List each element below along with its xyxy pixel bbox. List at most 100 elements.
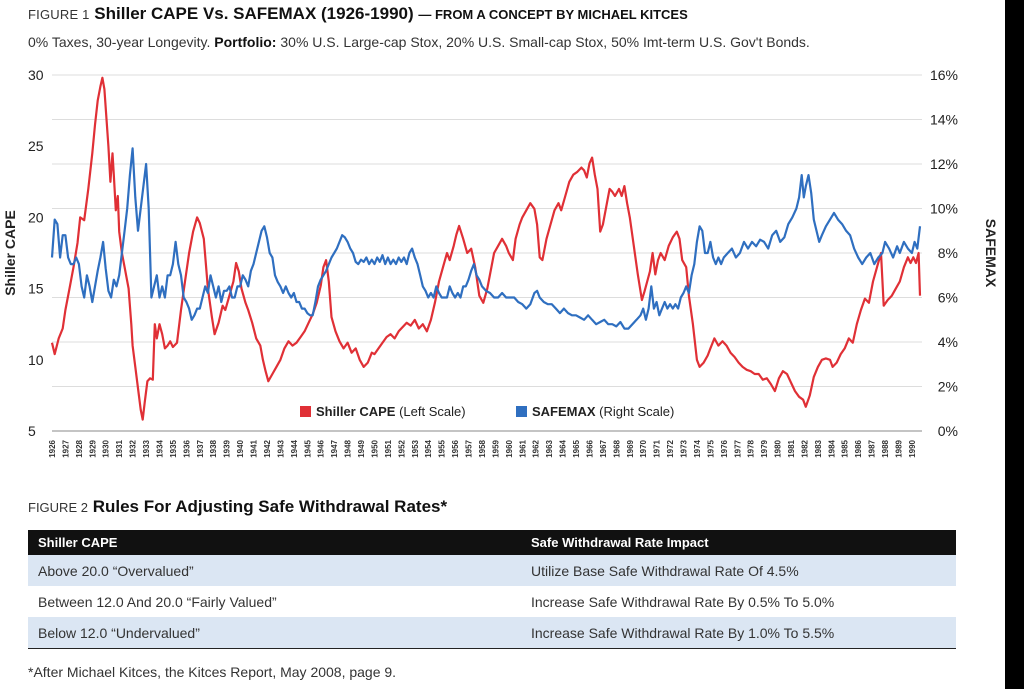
x-tick-label: 1970 xyxy=(639,439,648,457)
legend-label: SAFEMAX (Right Scale) xyxy=(532,404,674,419)
x-tick-label: 1940 xyxy=(236,439,245,457)
x-tick-label: 1963 xyxy=(545,439,554,457)
impact-cell: Increase Safe Withdrawal Rate By 1.0% To… xyxy=(523,617,956,649)
legend-label: Shiller CAPE (Left Scale) xyxy=(316,404,466,419)
x-tick-label: 1966 xyxy=(585,439,594,457)
figure1-subtitle: 0% Taxes, 30-year Longevity. Portfolio: … xyxy=(28,34,810,50)
series-line-safemax xyxy=(50,147,922,330)
x-tick-label: 1928 xyxy=(75,439,84,457)
x-tick-label: 1972 xyxy=(666,439,675,457)
x-tick-label: 1968 xyxy=(612,439,621,457)
x-tick-label: 1981 xyxy=(787,439,796,457)
x-tick-label: 1964 xyxy=(559,439,568,457)
x-tick-label: 1954 xyxy=(424,439,433,457)
x-tick-label: 1935 xyxy=(169,439,178,457)
x-tick-label: 1929 xyxy=(88,439,97,457)
x-tick-label: 1990 xyxy=(908,439,917,457)
x-tick-label: 1975 xyxy=(706,439,715,457)
x-tick-label: 1946 xyxy=(317,439,326,457)
x-tick-label: 1961 xyxy=(518,439,527,457)
x-tick-label: 1979 xyxy=(760,439,769,457)
x-tick-label: 1989 xyxy=(894,439,903,457)
y-axis-left-label: Shiller CAPE xyxy=(2,210,18,296)
x-tick-label: 1988 xyxy=(881,439,890,457)
right-tick-label: 10% xyxy=(930,201,958,217)
table-row: Below 12.0 “Undervalued” Increase Safe W… xyxy=(28,617,956,649)
subtitle-lead: 0% Taxes, 30-year Longevity. xyxy=(28,34,211,50)
x-tick-label: 1953 xyxy=(411,439,420,457)
x-tick-label: 1933 xyxy=(142,439,151,457)
right-tick-label: 4% xyxy=(938,334,958,350)
x-tick-label: 1957 xyxy=(465,439,474,457)
left-tick-label: 10 xyxy=(28,352,44,368)
table-header-row: Shiller CAPE Safe Withdrawal Rate Impact xyxy=(28,530,956,555)
left-tick-label: 20 xyxy=(28,209,44,225)
right-tick-label: 6% xyxy=(938,290,958,306)
right-tick-label: 12% xyxy=(930,156,958,172)
right-tick-label: 8% xyxy=(938,245,958,261)
subtitle-bold: Portfolio: xyxy=(214,34,277,50)
right-tick-label: 0% xyxy=(938,423,958,439)
x-tick-label: 1967 xyxy=(599,439,608,457)
x-tick-label: 1952 xyxy=(397,439,406,457)
x-tick-label: 1942 xyxy=(263,439,272,457)
x-tick-label: 1944 xyxy=(290,439,299,457)
x-tick-label: 1955 xyxy=(438,439,447,457)
table-row: Between 12.0 And 20.0 “Fairly Valued” In… xyxy=(28,586,956,617)
subtitle-rest: 30% U.S. Large-cap Stox, 20% U.S. Small-… xyxy=(280,34,810,50)
x-tick-label: 1984 xyxy=(827,439,836,457)
x-tick-label: 1936 xyxy=(182,439,191,457)
y-axis-right-label: SAFEMAX xyxy=(983,219,999,288)
x-tick-label: 1976 xyxy=(720,439,729,457)
figure1-tag: FIGURE 1 xyxy=(28,7,90,22)
x-tick-label: 1930 xyxy=(102,439,111,457)
x-tick-label: 1948 xyxy=(344,439,353,457)
header-shiller-cape: Shiller CAPE xyxy=(28,530,523,555)
left-tick-label: 5 xyxy=(28,423,36,439)
figure2-tag: FIGURE 2 xyxy=(28,500,88,515)
figure1-title-suffix: — FROM A CONCEPT BY MICHAEL KITCES xyxy=(418,7,688,22)
table-row: Above 20.0 “Overvalued” Utilize Base Saf… xyxy=(28,555,956,586)
x-tick-label: 1958 xyxy=(478,439,487,457)
cape-cell: Between 12.0 And 20.0 “Fairly Valued” xyxy=(38,593,277,610)
x-tick-label: 1987 xyxy=(868,439,877,457)
x-tick-label: 1974 xyxy=(693,439,702,457)
figure1-title: FIGURE 1 Shiller CAPE Vs. SAFEMAX (1926-… xyxy=(28,4,688,24)
x-tick-label: 1949 xyxy=(357,439,366,457)
x-tick-label: 1931 xyxy=(115,439,124,457)
left-tick-label: 25 xyxy=(28,138,44,154)
x-tick-label: 1960 xyxy=(505,439,514,457)
rules-table: Shiller CAPE Safe Withdrawal Rate Impact… xyxy=(28,530,956,649)
x-tick-label: 1943 xyxy=(276,439,285,457)
impact-cell: Utilize Base Safe Withdrawal Rate Of 4.5… xyxy=(523,555,956,586)
x-tick-label: 1978 xyxy=(747,439,756,457)
x-tick-label: 1951 xyxy=(384,439,393,457)
x-tick-label: 1977 xyxy=(733,439,742,457)
x-tick-label: 1938 xyxy=(209,439,218,457)
left-tick-label: 30 xyxy=(28,67,44,83)
x-tick-label: 1965 xyxy=(572,439,581,457)
figure1-title-text: Shiller CAPE Vs. SAFEMAX (1926-1990) xyxy=(94,4,414,23)
x-tick-label: 1950 xyxy=(370,439,379,457)
x-tick-label: 1926 xyxy=(48,439,57,457)
left-tick-label: 15 xyxy=(28,281,44,297)
x-tick-label: 1985 xyxy=(841,439,850,457)
x-tick-label: 1927 xyxy=(61,439,70,457)
x-tick-label: 1973 xyxy=(680,439,689,457)
x-tick-label: 1983 xyxy=(814,439,823,457)
x-tick-label: 1941 xyxy=(250,439,259,457)
x-tick-label: 1959 xyxy=(491,439,500,457)
impact-cell: Increase Safe Withdrawal Rate By 0.5% To… xyxy=(531,593,835,610)
footnote: *After Michael Kitces, the Kitces Report… xyxy=(28,664,397,680)
legend-swatch xyxy=(300,406,311,417)
x-tick-label: 1969 xyxy=(626,439,635,457)
x-tick-label: 1962 xyxy=(532,439,541,457)
legend-swatch xyxy=(516,406,527,417)
x-tick-label: 1980 xyxy=(774,439,783,457)
series-line-cape xyxy=(50,76,922,421)
figure2-title-text: Rules For Adjusting Safe Withdrawal Rate… xyxy=(92,497,448,516)
figure2-title: FIGURE 2 Rules For Adjusting Safe Withdr… xyxy=(28,497,447,517)
x-tick-label: 1932 xyxy=(129,439,138,457)
x-tick-label: 1982 xyxy=(800,439,809,457)
